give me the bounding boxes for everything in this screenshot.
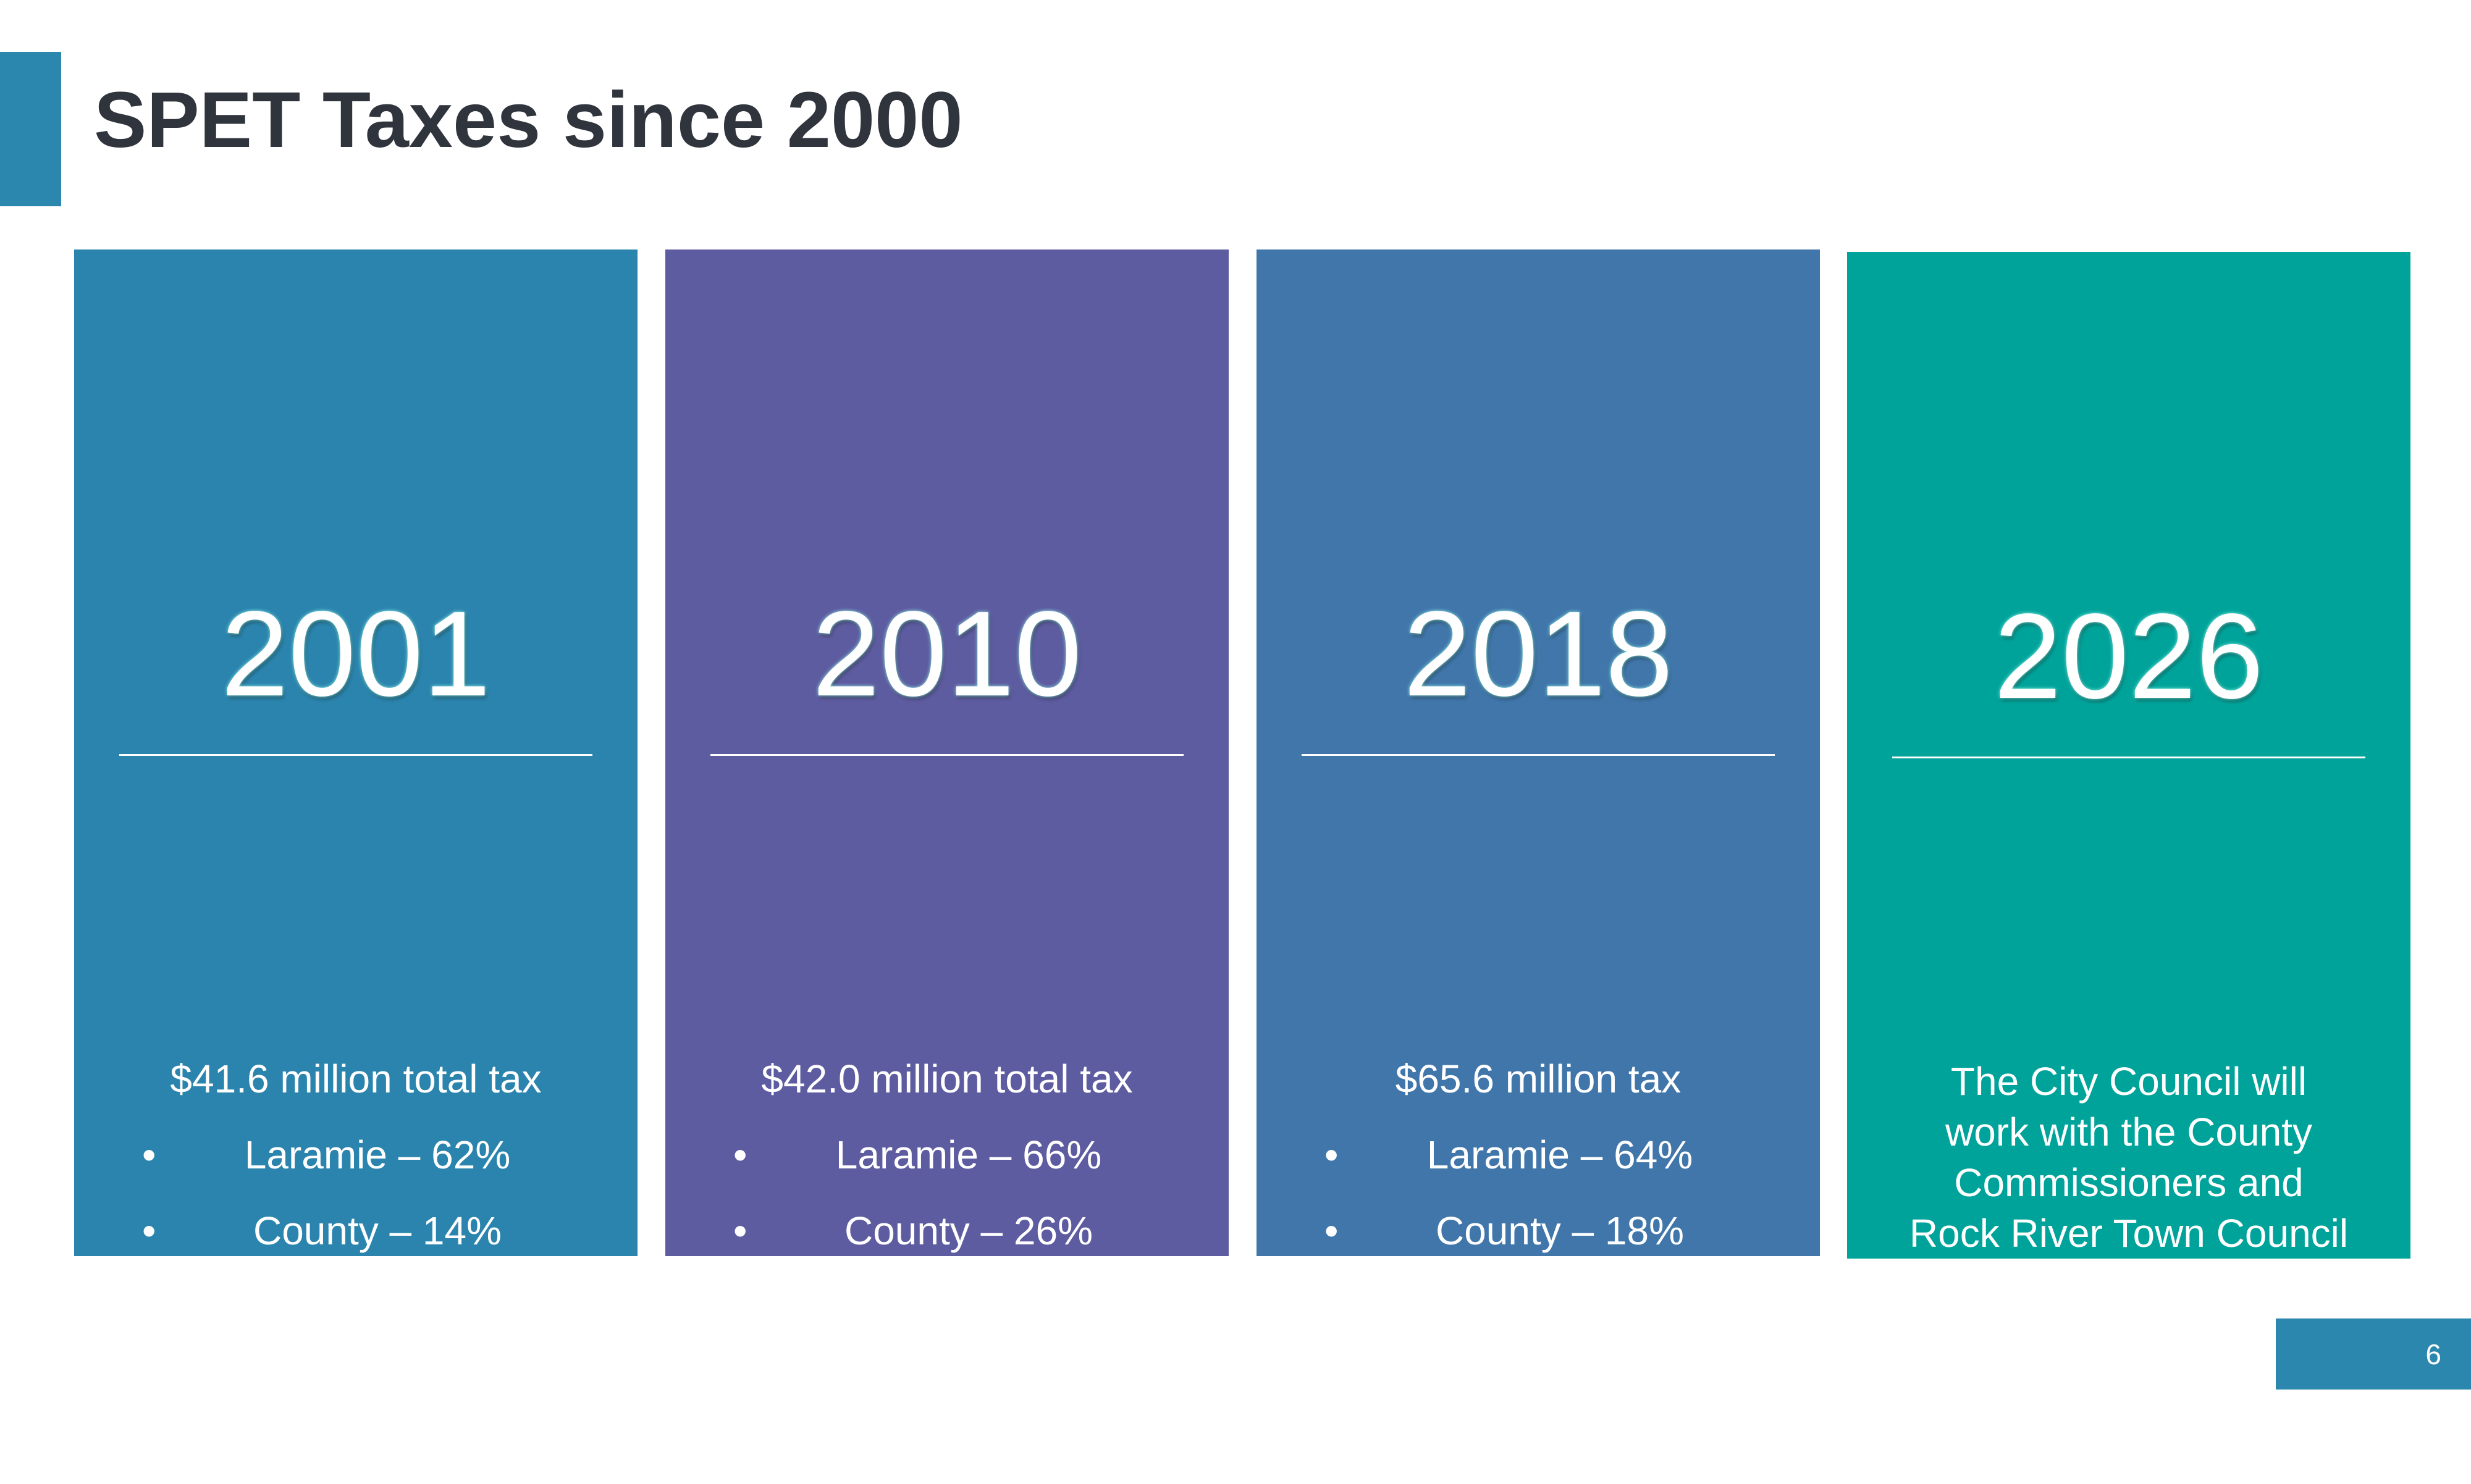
card-summary: $41.6 million total tax <box>170 1057 542 1101</box>
card-divider <box>1892 757 2365 758</box>
list-item: Joint Debt Service – 20% <box>131 1357 581 1459</box>
card-year: 2026 <box>1993 589 2264 724</box>
card-divider <box>1302 754 1775 756</box>
title-accent-bar <box>0 52 61 206</box>
card-content: $42.0 million total tax Laramie – 66% Co… <box>722 1054 1172 1357</box>
card-summary: $42.0 million total tax <box>761 1057 1133 1101</box>
list-item: Laramie – 62% <box>131 1130 581 1180</box>
card-year: 2010 <box>812 586 1082 721</box>
card-content: $65.6 million tax Laramie – 64% County –… <box>1313 1054 1763 1433</box>
card-year: 2001 <box>221 586 491 721</box>
list-item: County – 14% <box>131 1205 581 1256</box>
list-item: Rock River – 8% <box>722 1281 1172 1332</box>
list-item: Rock River – 3% <box>131 1281 581 1332</box>
card-note: The City Council will work with the Coun… <box>1909 1059 2349 1407</box>
card-year: 2018 <box>1403 586 1673 721</box>
list-item: Laramie – 66% <box>722 1130 1172 1180</box>
page-number-box: 6 <box>2276 1318 2471 1390</box>
list-item: County – 18% <box>1313 1205 1763 1256</box>
list-item: County – 26% <box>722 1205 1172 1256</box>
list-item: Airport – 11% <box>1313 1357 1763 1408</box>
page-number: 6 <box>2425 1338 2441 1370</box>
slide-title: SPET Taxes since 2000 <box>94 76 963 164</box>
card-2010: 2010 $42.0 million total tax Laramie – 6… <box>665 249 1229 1332</box>
card-bullet-list: Laramie – 64% County – 18% Rock River – … <box>1313 1130 1763 1408</box>
list-item: Rock River – 7% <box>1313 1281 1763 1332</box>
card-2018: 2018 $65.6 million tax Laramie – 64% Cou… <box>1257 249 1820 1408</box>
card-bullet-list: Laramie – 62% County – 14% Rock River – … <box>131 1130 581 1459</box>
card-divider <box>119 754 592 756</box>
card-divider <box>710 754 1184 756</box>
card-2026: 2026 The City Council will work with the… <box>1847 252 2410 1407</box>
card-content: The City Council will work with the Coun… <box>1904 1056 2354 1411</box>
card-summary: $65.6 million tax <box>1395 1057 1682 1101</box>
list-item: Laramie – 64% <box>1313 1130 1763 1180</box>
card-2001: 2001 $41.6 million total tax Laramie – 6… <box>74 249 638 1456</box>
card-content: $41.6 million total tax Laramie – 62% Co… <box>131 1054 581 1484</box>
card-bullet-list: Laramie – 66% County – 26% Rock River – … <box>722 1130 1172 1332</box>
